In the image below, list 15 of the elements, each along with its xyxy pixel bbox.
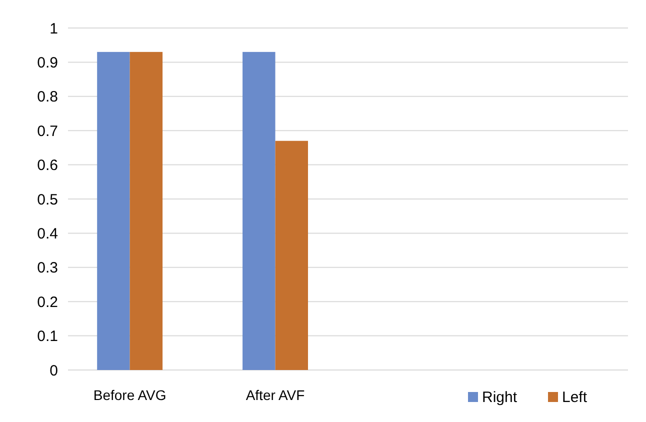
legend-label: Left: [562, 389, 588, 406]
x-tick-label: After AVF: [246, 387, 305, 403]
legend-label: Right: [482, 389, 518, 406]
y-tick-label: 0.2: [37, 294, 58, 311]
y-tick-label: 0.4: [37, 225, 58, 242]
y-tick-label: 0.9: [37, 54, 58, 72]
y-tick-label: 0.6: [37, 157, 58, 174]
y-tick-label: 0.8: [37, 88, 58, 106]
y-tick-label: 0: [50, 362, 58, 380]
y-tick-label: 0.7: [37, 122, 58, 140]
y-tick-label: 0.3: [37, 260, 58, 277]
y-tick-label: 0.5: [37, 191, 58, 208]
y-tick-label: 0.1: [37, 328, 58, 346]
x-tick-label: Before AVG: [93, 387, 166, 403]
y-tick-label: 1: [50, 20, 58, 38]
